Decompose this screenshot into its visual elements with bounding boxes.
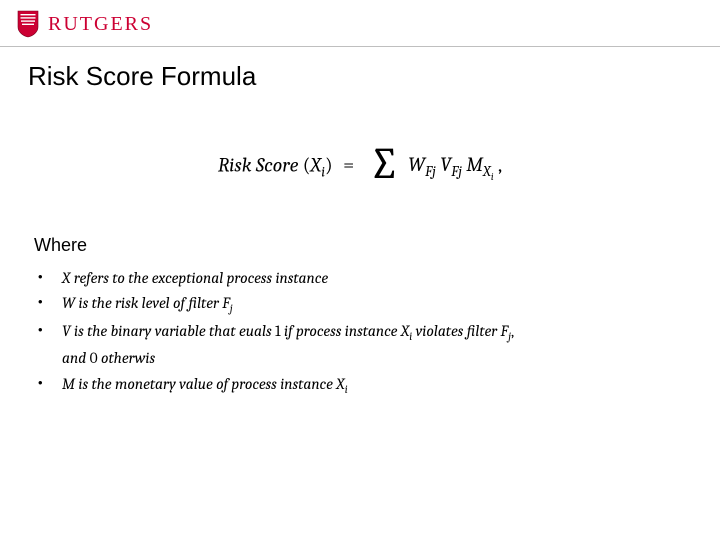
where-item-X: • X refers to the exceptional process in… [34,266,686,292]
text-V-b: if process instance [281,322,401,340]
formula-lhs-var: X [310,153,321,176]
close-paren: ) [325,153,333,176]
tail-sub-j: j [230,302,233,315]
where-item-M: • M is the monetary value of process ins… [34,372,686,400]
formula-trailing: , [498,153,502,176]
term-V-var: V [440,153,451,176]
term-W-sub: Fj [425,163,436,180]
where-heading: Where [34,235,686,256]
where-block: Where • X refers to the exceptional proc… [0,187,720,400]
cont-pre: and [62,349,90,367]
text-M: is the monetary value of process instanc… [75,375,336,393]
var-M: M [62,375,75,393]
equals-sign: = [337,153,360,176]
term-M-sub-i: i [491,171,494,183]
bullet-icon: • [38,266,43,287]
tail-var-X: X [336,375,344,393]
risk-score-formula: Risk Score (Xi) = ∑ WFj VFj MXi , [0,147,720,187]
term-W: WFj [408,153,436,176]
text-V-c: violates filter [412,322,500,340]
bullet-icon: • [38,319,43,340]
bullet-icon: • [38,291,43,312]
formula-lhs-label: Risk Score [218,153,298,176]
where-list: • X refers to the exceptional process in… [34,266,686,400]
rutgers-shield-icon [16,10,40,38]
text-V-a: is the binary variable that euals [71,322,275,340]
term-M-var: M [466,153,483,176]
tail-var-F: F [222,294,230,312]
term-M-sub: Xi [483,163,494,180]
term-M-sub-X: X [483,163,491,180]
where-item-W: • W is the risk level of filter Fj [34,291,686,319]
var-W: W [62,294,75,312]
term-V: VFj [440,153,462,176]
digit-0: 0 [90,349,98,367]
text-X: refers to the exceptional process instan… [70,269,328,287]
bullet-icon: • [38,372,43,393]
tail-sub-i: i [345,383,348,396]
slide-title: Risk Score Formula [0,47,720,92]
inline-var-X: X [401,322,409,340]
var-V: V [62,322,71,340]
text-W: is the risk level of filter [75,294,222,312]
term-V-sub: Fj [451,163,462,180]
slide: RUTGERS Risk Score Formula Risk Score (X… [0,0,720,540]
term-M: MXi [466,153,493,176]
header: RUTGERS [0,0,720,47]
where-item-V: • V is the binary variable that euals 1 … [34,319,686,372]
brand-name: RUTGERS [48,13,153,36]
where-item-V-cont: and 0 otherwis [62,346,686,372]
sum-operator: ∑ [365,144,404,184]
cont-post: otherwis [98,349,156,367]
term-W-var: W [408,153,425,176]
tail-punct: , [511,322,514,340]
